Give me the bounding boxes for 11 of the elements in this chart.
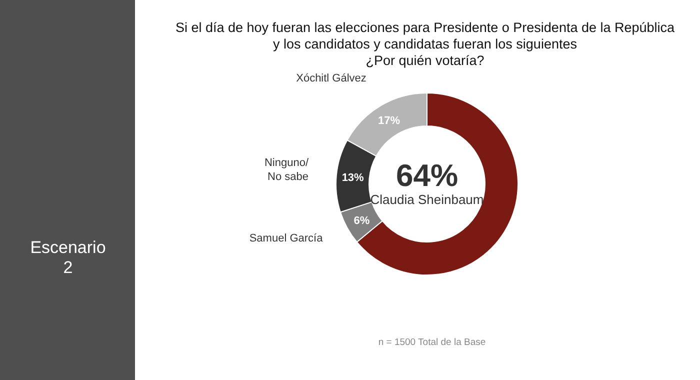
slice-label: Ninguno/ No sabe	[264, 156, 310, 183]
text: n = 1500 Total de la Base	[378, 337, 486, 348]
data-label: 64%	[396, 158, 458, 193]
slice-label: Claudia Sheinbaum	[370, 192, 484, 207]
data-label: 17%	[378, 114, 400, 127]
data-label: 6%	[354, 214, 370, 227]
data-label: 13%	[342, 172, 364, 184]
chart-title: Si el día de hoy fueran las elecciones para Presidente o Presidenta de la República y los candidatos y candidatas fueran los siguientes ¿Por quién votaría?	[175, 20, 676, 68]
slice-label: Xóchitl Gálvez	[296, 72, 366, 85]
slice-label: Samuel García	[249, 232, 324, 244]
text: Escenario 2	[30, 238, 106, 277]
